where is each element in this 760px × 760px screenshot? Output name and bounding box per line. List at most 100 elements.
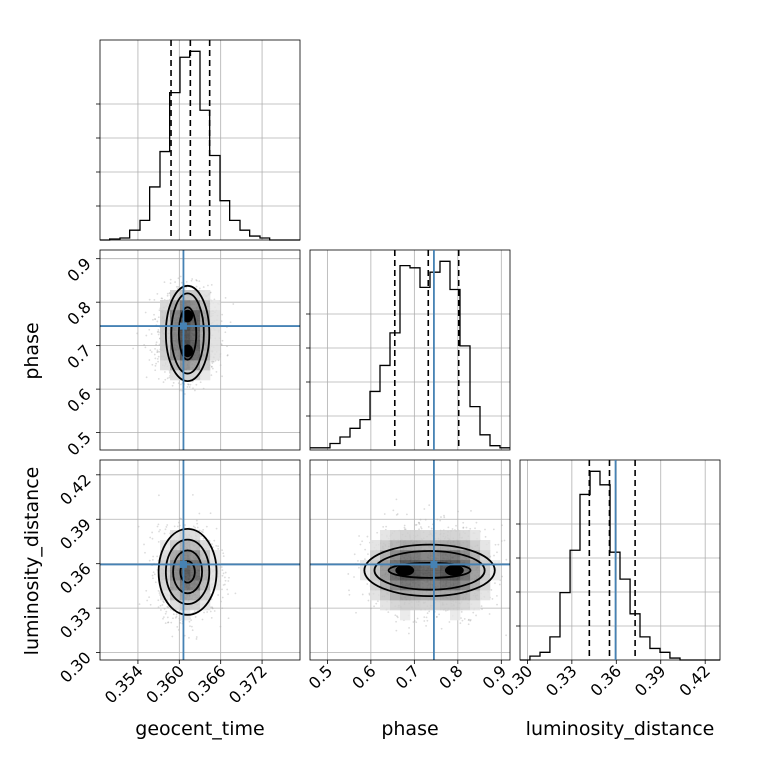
density-cell bbox=[460, 600, 471, 611]
density-cell bbox=[160, 580, 171, 591]
scatter-point bbox=[191, 493, 194, 496]
scatter-point bbox=[224, 331, 227, 334]
scatter-point bbox=[470, 509, 472, 512]
density-cell bbox=[470, 570, 481, 581]
scatter-point bbox=[395, 498, 398, 501]
scatter-point bbox=[152, 571, 155, 574]
density-cell bbox=[410, 570, 421, 581]
density-cell bbox=[170, 550, 181, 561]
scatter-point bbox=[459, 622, 462, 625]
density-cell bbox=[200, 310, 211, 321]
scatter-point bbox=[463, 618, 466, 620]
scatter-point bbox=[166, 377, 169, 380]
scatter-point bbox=[132, 347, 135, 350]
scatter-point bbox=[498, 583, 501, 586]
scatter-point bbox=[198, 512, 201, 515]
scatter-point bbox=[157, 523, 160, 526]
scatter-point bbox=[176, 525, 179, 528]
density-cell bbox=[460, 590, 471, 601]
scatter-point bbox=[392, 509, 395, 512]
scatter-point bbox=[188, 636, 190, 639]
scatter-point bbox=[221, 339, 224, 342]
density-cell bbox=[160, 340, 171, 351]
density-cell bbox=[190, 550, 201, 561]
scatter-point bbox=[163, 281, 166, 284]
scatter-point bbox=[364, 548, 367, 551]
scatter-point bbox=[462, 527, 465, 529]
scatter-point bbox=[155, 341, 158, 344]
scatter-point bbox=[469, 619, 472, 622]
scatter-point bbox=[200, 530, 203, 533]
density-cell bbox=[190, 530, 201, 541]
density-cell bbox=[160, 550, 171, 561]
scatter-point bbox=[447, 526, 450, 529]
density-cell bbox=[440, 550, 451, 561]
density-cell bbox=[430, 530, 441, 541]
density-cell bbox=[450, 550, 461, 561]
scatter-point bbox=[154, 581, 157, 584]
scatter-point bbox=[221, 549, 224, 551]
scatter-point bbox=[158, 309, 161, 312]
scatter-point bbox=[159, 604, 162, 607]
scatter-point bbox=[148, 559, 151, 562]
density-cell bbox=[170, 580, 181, 591]
scatter-point bbox=[188, 620, 191, 623]
density-cell bbox=[470, 530, 481, 541]
scatter-point bbox=[186, 386, 189, 388]
scatter-point bbox=[157, 350, 159, 353]
scatter-point bbox=[195, 279, 198, 282]
scatter-point bbox=[348, 593, 351, 596]
scatter-point bbox=[387, 611, 390, 614]
scatter-point bbox=[148, 359, 151, 361]
density-cell bbox=[180, 340, 191, 351]
scatter-point bbox=[169, 278, 172, 281]
density-cell bbox=[200, 320, 211, 331]
scatter-point bbox=[189, 625, 191, 628]
density-cell bbox=[370, 590, 381, 601]
scatter-point bbox=[462, 526, 465, 529]
scatter-point bbox=[174, 616, 177, 619]
scatter-point bbox=[175, 613, 178, 616]
scatter-point bbox=[195, 279, 198, 281]
scatter-point bbox=[157, 316, 160, 319]
scatter-point bbox=[157, 330, 160, 333]
scatter-point bbox=[190, 625, 193, 628]
scatter-point bbox=[191, 278, 194, 280]
density-cell bbox=[460, 570, 471, 581]
scatter-point bbox=[220, 320, 223, 323]
scatter-point bbox=[472, 611, 475, 614]
scatter-point bbox=[162, 600, 165, 603]
density-cell bbox=[170, 530, 181, 541]
ytick-label-luminosity-distance: 0.33 bbox=[56, 604, 95, 643]
density-cell bbox=[190, 290, 201, 301]
xtick-label-phase: 0.8 bbox=[435, 661, 466, 692]
scatter-point bbox=[193, 610, 196, 613]
scatter-point bbox=[161, 604, 164, 606]
scatter-point bbox=[184, 524, 186, 526]
scatter-point bbox=[210, 365, 213, 368]
scatter-point bbox=[443, 516, 446, 519]
scatter-point bbox=[395, 620, 397, 623]
scatter-point bbox=[154, 318, 157, 321]
density-cell bbox=[470, 580, 481, 591]
scatter-point bbox=[154, 347, 156, 350]
scatter-point bbox=[164, 612, 167, 615]
scatter-point bbox=[494, 582, 496, 585]
scatter-point bbox=[194, 526, 196, 529]
scatter-point bbox=[428, 504, 431, 507]
scatter-point bbox=[439, 519, 442, 522]
scatter-point bbox=[189, 383, 192, 386]
scatter-point bbox=[160, 609, 162, 611]
density-cell bbox=[190, 540, 201, 551]
scatter-point bbox=[195, 636, 198, 638]
density-cell bbox=[430, 600, 441, 611]
scatter-point bbox=[144, 346, 147, 349]
frame-panel-phase-luminosity-distance bbox=[309, 459, 511, 661]
density-cell bbox=[160, 350, 171, 361]
density-cell bbox=[430, 580, 441, 591]
histogram-phase bbox=[310, 260, 510, 449]
scatter-point bbox=[167, 621, 169, 624]
density-cell bbox=[200, 570, 211, 581]
xtick-label-geocent-time: 0.354 bbox=[101, 661, 147, 707]
density-cell bbox=[400, 610, 411, 621]
